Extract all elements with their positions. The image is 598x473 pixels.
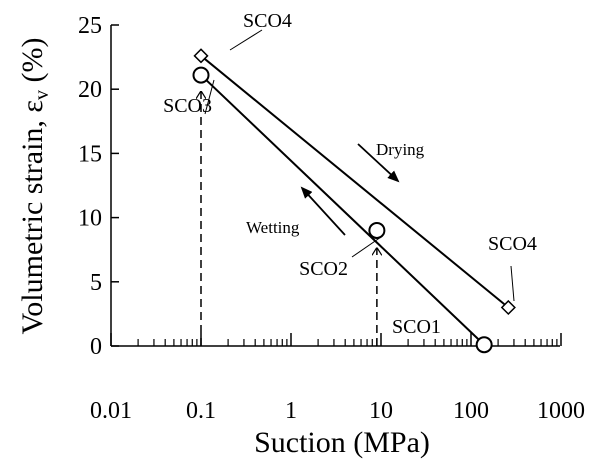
series-lines — [200, 55, 509, 346]
y-tick-label: 5 — [90, 270, 102, 296]
y-tick-label: 10 — [78, 206, 102, 232]
x-tick-label: 1 — [285, 398, 297, 424]
point-labels: SCO4 SCO4 SCO3 SCO2 SCO1 — [163, 10, 537, 338]
drying-label: Drying — [376, 140, 425, 159]
label-leader-line — [351, 236, 382, 258]
x-tick-label: 1000 — [537, 398, 585, 424]
label-leader-line — [229, 29, 263, 51]
y-ticks: 0 5 10 15 20 25 — [78, 13, 119, 360]
x-tick-label: 10 — [369, 398, 393, 424]
point-label: SCO1 — [392, 316, 441, 338]
drying-arrow — [357, 143, 400, 183]
series-line-diamond — [200, 55, 509, 309]
x-axis-title: Suction (MPa) — [254, 426, 430, 459]
circle-marker — [368, 221, 386, 239]
diamond-marker — [500, 299, 516, 316]
y-tick-label: 20 — [78, 77, 102, 103]
y-tick-label: 15 — [78, 141, 102, 167]
circle-marker — [475, 336, 493, 354]
circle-marker — [192, 66, 210, 84]
x-tick-label: 100 — [453, 398, 489, 424]
y-axis-title-unit: (%) — [16, 38, 49, 90]
y-tick-label: 25 — [78, 13, 102, 39]
series-markers — [192, 48, 516, 354]
diamond-marker — [193, 48, 209, 64]
dashed-guides — [201, 92, 377, 346]
series-line-circle — [200, 74, 485, 346]
y-tick-label: 0 — [90, 334, 102, 360]
y-axis-title: Volumetric strain, εv (%) — [16, 38, 53, 335]
wetting-label: Wetting — [246, 218, 300, 237]
x-tick-label: 0.01 — [90, 398, 132, 424]
label-leader-line — [510, 265, 515, 302]
point-label: SCO3 — [163, 95, 212, 117]
wetting-arrow — [300, 186, 346, 236]
y-axis-title-subscript: v — [31, 90, 53, 100]
x-ticks: 0.01 0.1 1 10 100 1000 — [90, 333, 585, 424]
x-tick-label: 0.1 — [186, 398, 216, 424]
label-leader-line — [204, 79, 215, 115]
y-axis-title-main: Volumetric strain, ε — [16, 100, 49, 335]
point-label: SCO4 — [243, 10, 292, 32]
point-label: SCO2 — [299, 258, 348, 280]
point-label: SCO4 — [488, 233, 537, 255]
